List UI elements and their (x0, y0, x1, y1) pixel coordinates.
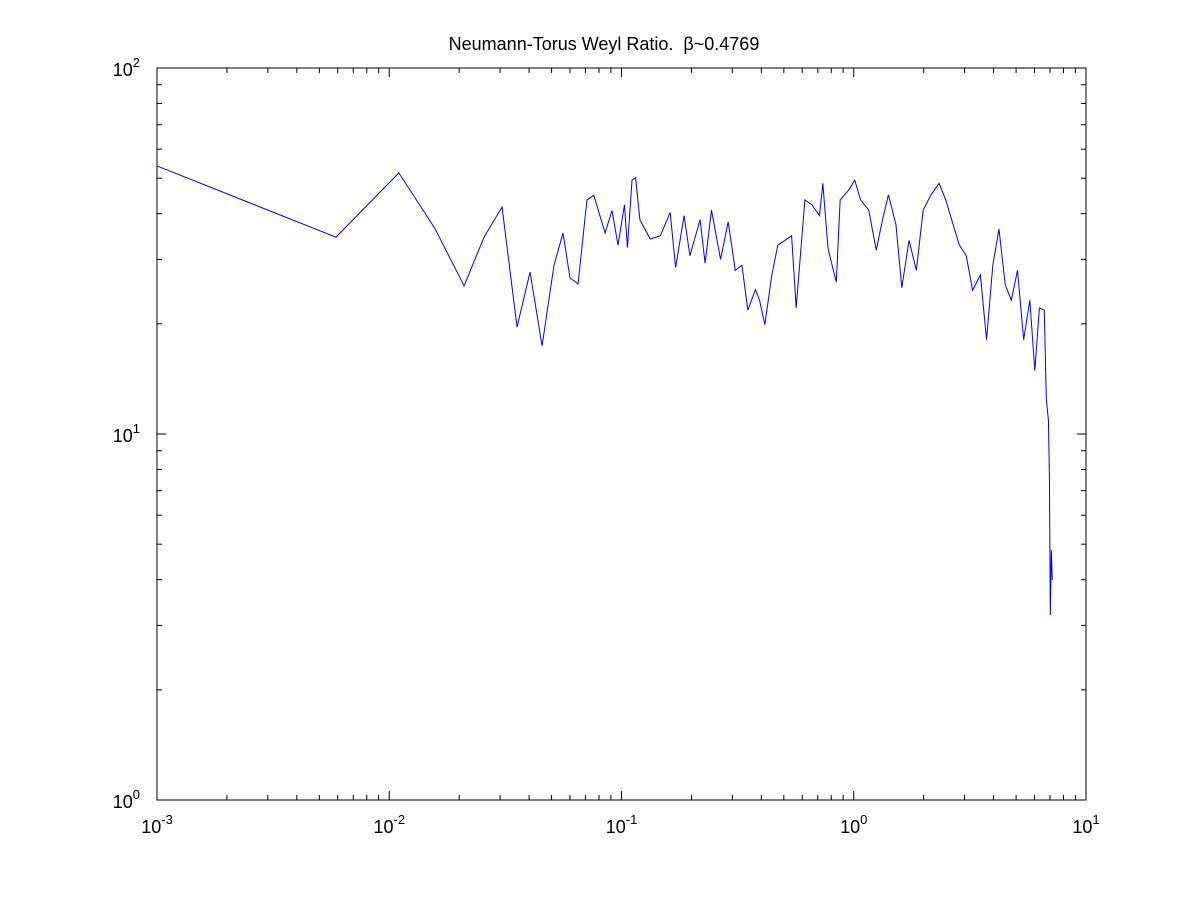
tick-label-exponent: 1 (133, 421, 140, 436)
tick-label-base: 10 (840, 817, 860, 837)
tick-label-exponent: 2 (133, 55, 140, 70)
tick-label-exponent: -1 (626, 812, 638, 827)
x-tick-label: 100 (840, 812, 867, 837)
x-tick-label: 10-2 (373, 812, 405, 837)
y-tick-label: 101 (113, 421, 140, 446)
tick-label-base: 10 (1072, 817, 1092, 837)
tick-label-base: 10 (113, 792, 133, 812)
x-tick-label: 10-3 (141, 812, 173, 837)
data-line (156, 165, 1053, 616)
tick-label-exponent: -2 (393, 812, 405, 827)
tick-label-exponent: 1 (1092, 812, 1099, 827)
y-tick-label: 102 (113, 55, 140, 80)
tick-label-base: 10 (113, 426, 133, 446)
tick-label-base: 10 (373, 817, 393, 837)
chart-title: Neumann-Torus Weyl Ratio. β~0.4769 (449, 34, 760, 54)
x-tick-label: 101 (1072, 812, 1099, 837)
tick-label-exponent: 0 (133, 787, 140, 802)
tick-label-base: 10 (113, 60, 133, 80)
tick-label-base: 10 (141, 817, 161, 837)
tick-label-exponent: 0 (860, 812, 867, 827)
y-tick-label: 100 (113, 787, 140, 812)
tick-label-exponent: -3 (161, 812, 173, 827)
tick-label-base: 10 (606, 817, 626, 837)
x-tick-label: 10-1 (606, 812, 638, 837)
